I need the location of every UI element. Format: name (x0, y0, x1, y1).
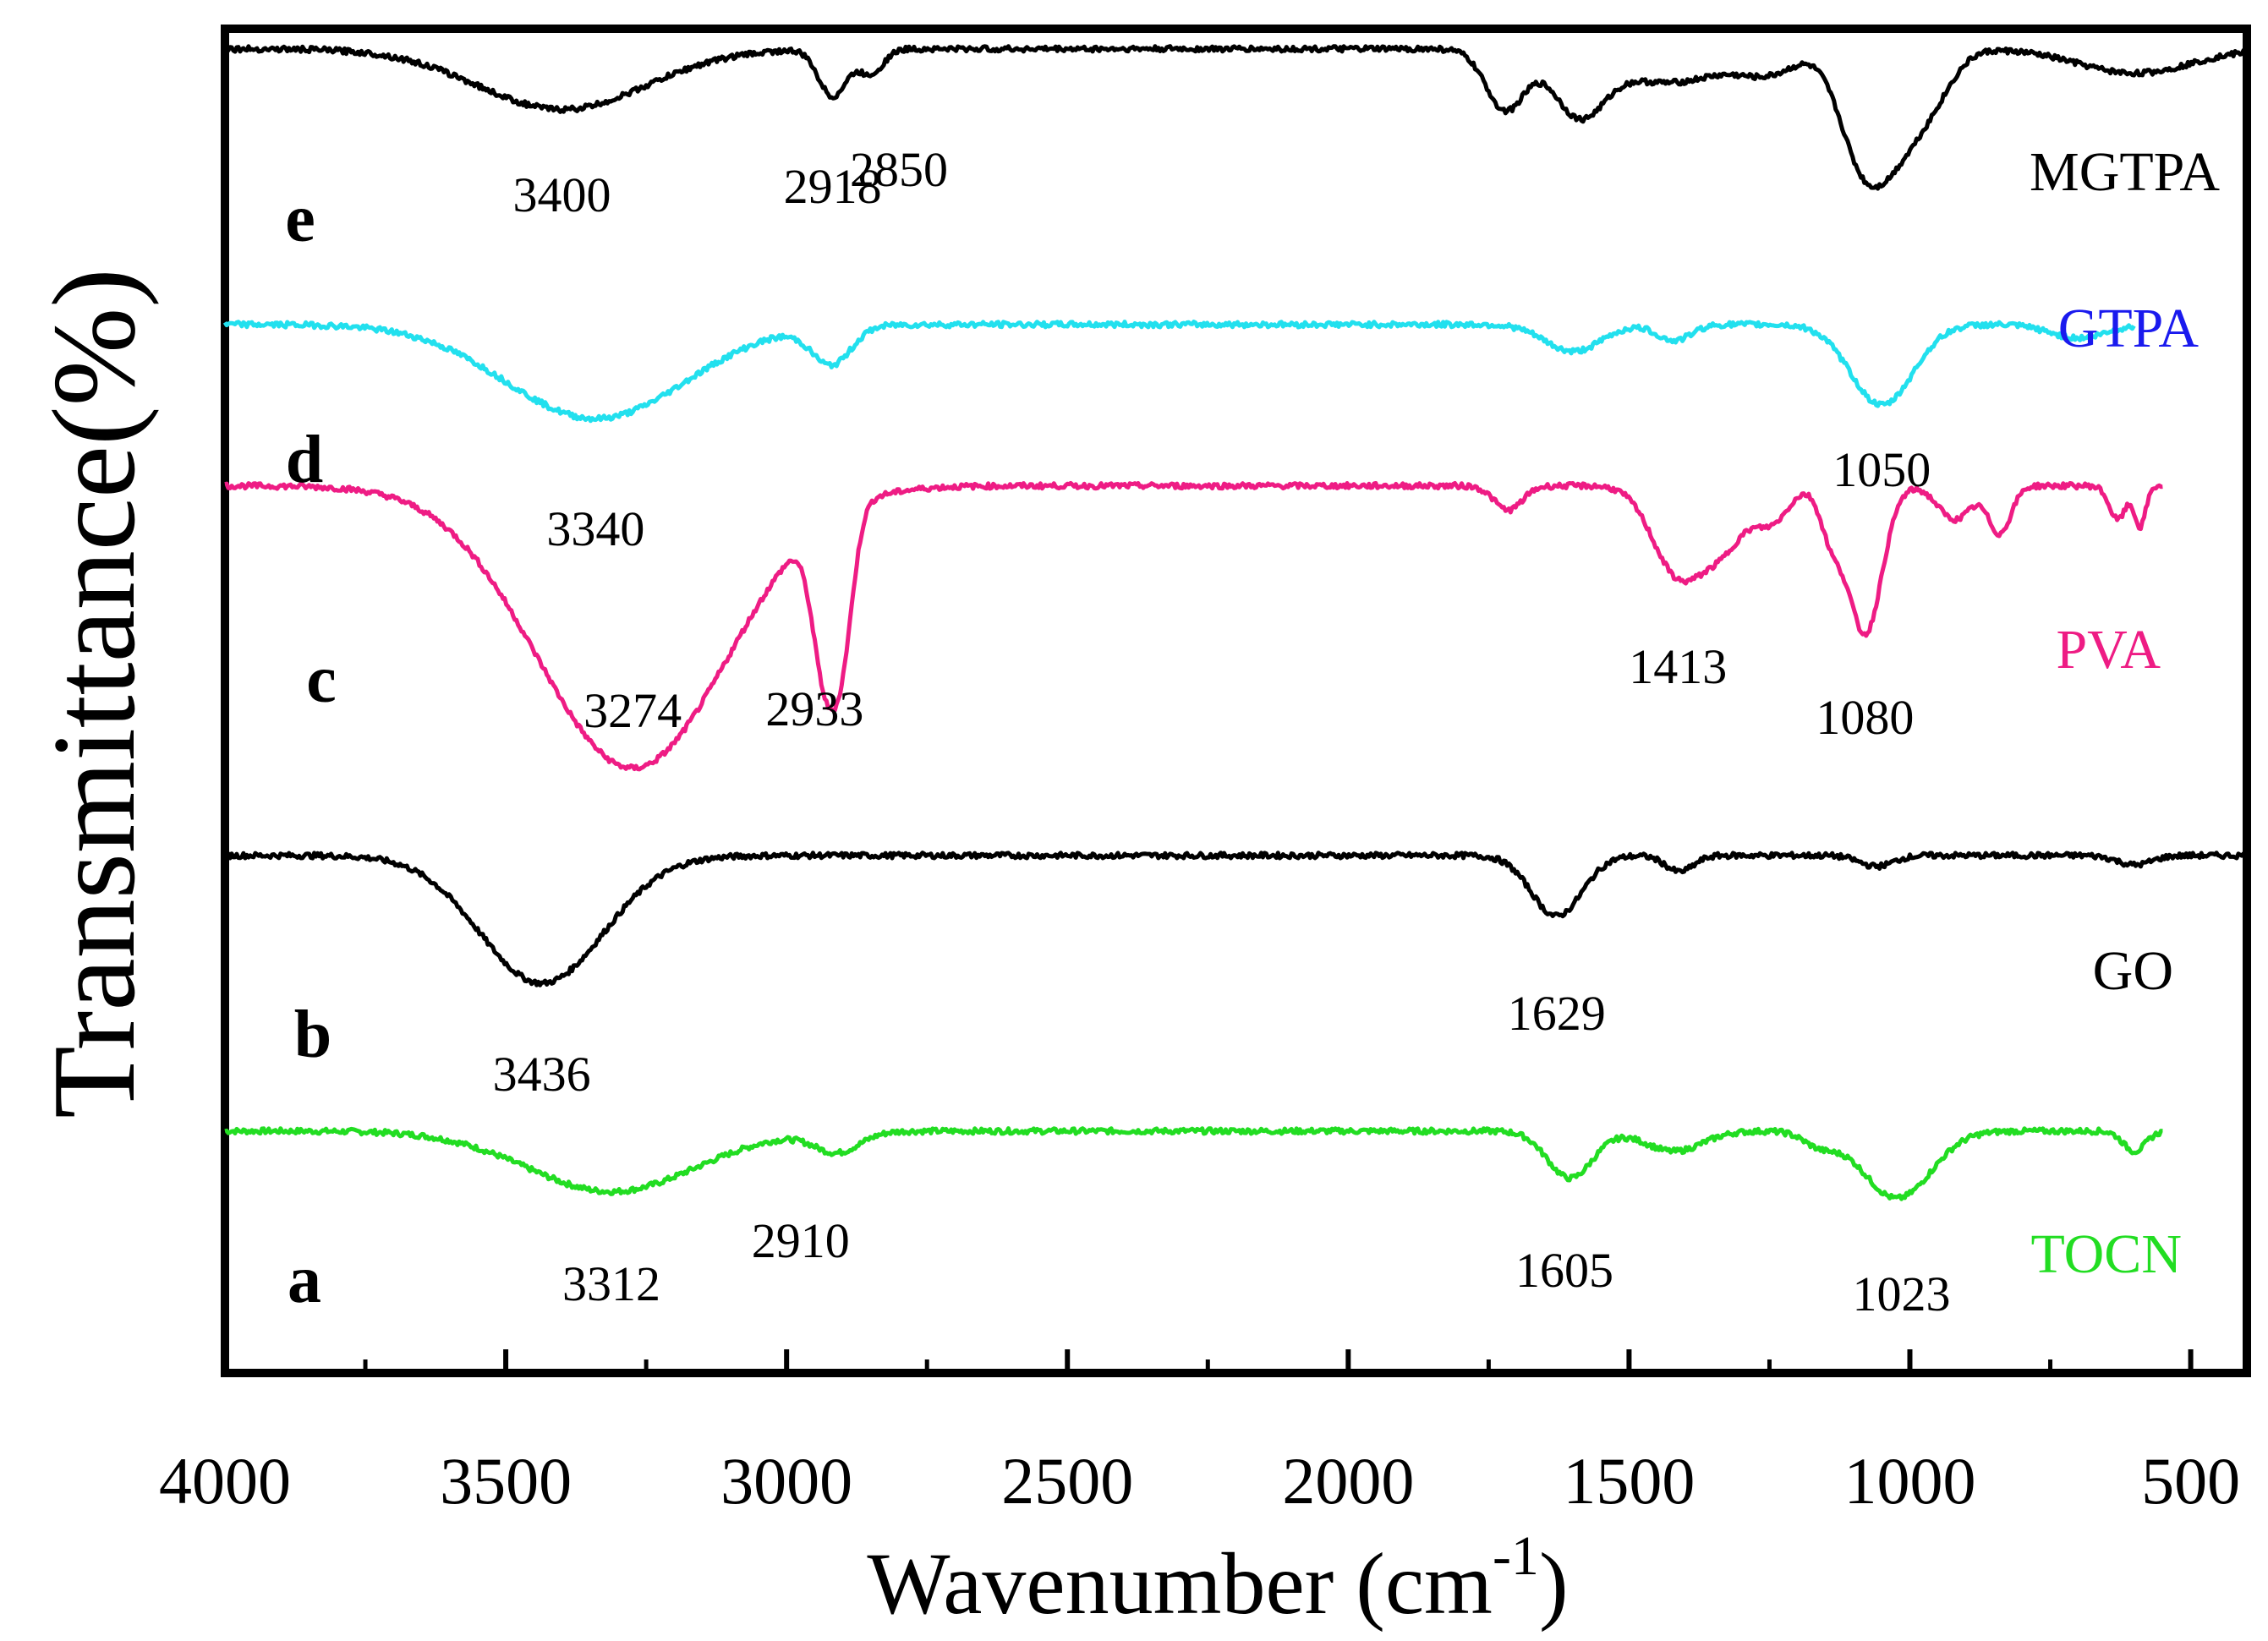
plot-frame (221, 25, 2251, 1377)
curve-letter-a: a (288, 1243, 321, 1317)
curve-letter-e: e (285, 182, 315, 256)
peak-label: 2850 (850, 142, 948, 197)
peak-label: 1023 (1853, 1266, 1951, 1321)
series-GO (222, 851, 2248, 987)
x-axis-tick-labels: 4000 3500 3000 2500 2000 1500 1000 500 (159, 1444, 2240, 1518)
curve-letter-d: d (286, 423, 324, 497)
legend-label-GTPA: GTPA (2058, 298, 2200, 359)
legend-label-PVA: PVA (2056, 619, 2161, 681)
peak-label: 1629 (1508, 986, 1606, 1041)
spectrum-line-e (224, 44, 2249, 191)
legend-label-GO: GO (2093, 940, 2173, 1002)
x-tick-label: 1500 (1563, 1444, 1695, 1518)
peak-label: 3274 (583, 683, 682, 738)
series-MGTPA (224, 44, 2249, 191)
x-tick-label: 2000 (1282, 1444, 1414, 1518)
spectrum-line-c (224, 480, 2163, 772)
x-axis-title-superscript: -1 (1493, 1525, 1539, 1587)
x-axis-title-close: ) (1539, 1535, 1569, 1633)
series-GTPA (222, 320, 2136, 424)
series-TOCN (224, 1126, 2163, 1201)
x-tick-label: 3000 (720, 1444, 852, 1518)
series-PVA (224, 480, 2163, 772)
x-tick-label: 3500 (440, 1444, 572, 1518)
x-axis-title-main: Wavenumber (cm (867, 1535, 1493, 1633)
peak-label: 1413 (1629, 639, 1727, 694)
legend-label-MGTPA: MGTPA (2030, 141, 2220, 203)
x-axis-ticks (222, 1349, 2194, 1373)
peak-label: 1050 (1832, 442, 1931, 497)
peak-label: 2910 (752, 1213, 850, 1268)
peak-label: 3436 (493, 1047, 591, 1102)
peak-label: 2933 (765, 681, 863, 736)
spectrum-line-b (222, 851, 2248, 987)
x-tick-label: 1000 (1844, 1444, 1976, 1518)
curve-letter-c: c (306, 643, 337, 717)
peak-label: 3400 (513, 167, 611, 222)
annotations: a TOCN 3312 2910 1605 1023 b GO 3436 1629 c PVA 3274… (285, 141, 2220, 1321)
x-tick-label: 2500 (1001, 1444, 1133, 1518)
curve-letter-b: b (294, 998, 332, 1072)
y-axis-title: Transmittance(%) (29, 268, 160, 1119)
peak-label: 3312 (562, 1256, 660, 1311)
x-tick-label: 4000 (159, 1444, 291, 1518)
peak-label: 2918 (784, 159, 882, 214)
spectrum-line-d (222, 320, 2136, 424)
x-tick-label: 500 (2141, 1444, 2240, 1518)
legend-label-TOCN: TOCN (2031, 1223, 2182, 1285)
peak-label: 1605 (1515, 1243, 1613, 1298)
peak-label: 1080 (1816, 690, 1914, 745)
spectra (222, 44, 2249, 1201)
spectrum-line-a (224, 1126, 2163, 1201)
peak-label: 3340 (546, 501, 644, 556)
x-axis-title: Wavenumber (cm-1) (867, 1525, 1568, 1633)
